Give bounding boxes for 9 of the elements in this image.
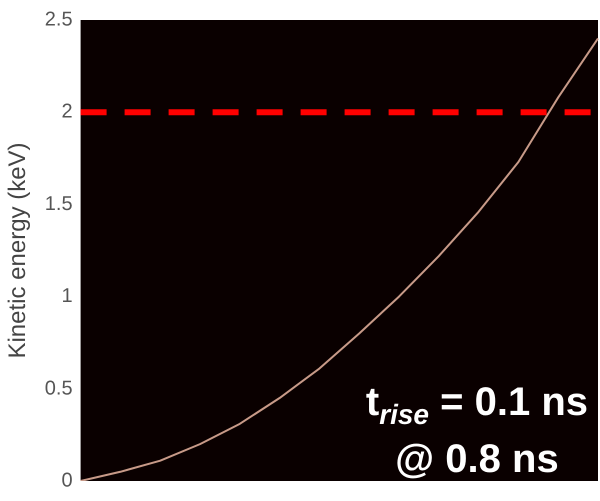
y-tick-label: 0.5 bbox=[44, 377, 73, 400]
annotation: @ 0.8 ns bbox=[395, 437, 559, 481]
y-tick-label: 1.5 bbox=[44, 192, 73, 215]
y-tick-label: 0 bbox=[61, 470, 73, 492]
y-tick-label: 1 bbox=[61, 285, 73, 308]
y-tick-label: 2 bbox=[61, 100, 73, 123]
y-axis-title: Kinetic energy (keV) bbox=[4, 142, 32, 359]
y-tick-label: 2.5 bbox=[44, 8, 73, 31]
annotation: t$_{rise}$ = 0.1 ns bbox=[366, 380, 588, 430]
